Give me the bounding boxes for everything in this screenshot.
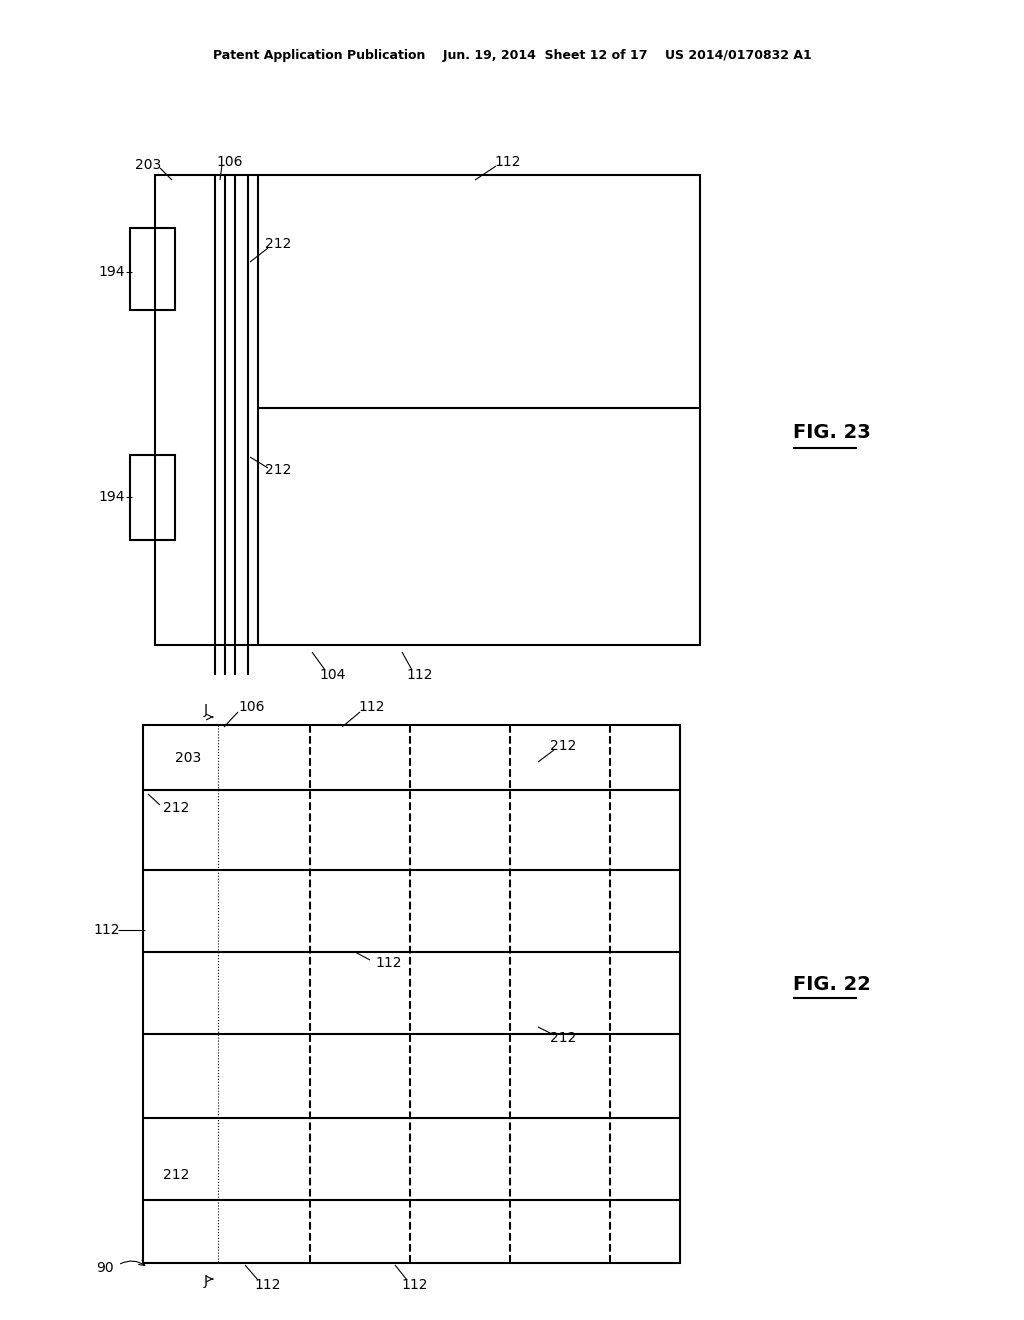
Text: 112: 112 (255, 1278, 282, 1292)
Text: 212: 212 (265, 238, 291, 251)
Text: 106: 106 (239, 700, 265, 714)
Bar (143, 725, 680, 1263)
Text: 112: 112 (407, 668, 433, 682)
Text: 194: 194 (98, 490, 125, 504)
Text: 203: 203 (135, 158, 161, 172)
Bar (155, 176, 700, 645)
Text: 112: 112 (375, 956, 401, 970)
Text: 212: 212 (265, 463, 291, 477)
Text: 112: 112 (495, 154, 521, 169)
Text: 194: 194 (98, 265, 125, 279)
Text: 106: 106 (217, 154, 244, 169)
Text: FIG. 23: FIG. 23 (793, 422, 870, 441)
Bar (130, 228, 175, 310)
Bar (130, 455, 175, 540)
Text: 90: 90 (96, 1261, 114, 1275)
Text: 212: 212 (163, 801, 189, 814)
Text: 212: 212 (550, 739, 577, 752)
Text: J: J (204, 704, 208, 717)
Text: 112: 112 (401, 1278, 428, 1292)
Text: 112: 112 (94, 923, 120, 937)
Text: FIG. 22: FIG. 22 (793, 975, 870, 994)
Text: Patent Application Publication    Jun. 19, 2014  Sheet 12 of 17    US 2014/01708: Patent Application Publication Jun. 19, … (213, 49, 811, 62)
Text: 112: 112 (358, 700, 385, 714)
Text: 104: 104 (319, 668, 346, 682)
Text: 203: 203 (175, 751, 202, 766)
Text: 212: 212 (550, 1031, 577, 1045)
Text: 212: 212 (163, 1168, 189, 1181)
Text: J: J (204, 1274, 208, 1288)
